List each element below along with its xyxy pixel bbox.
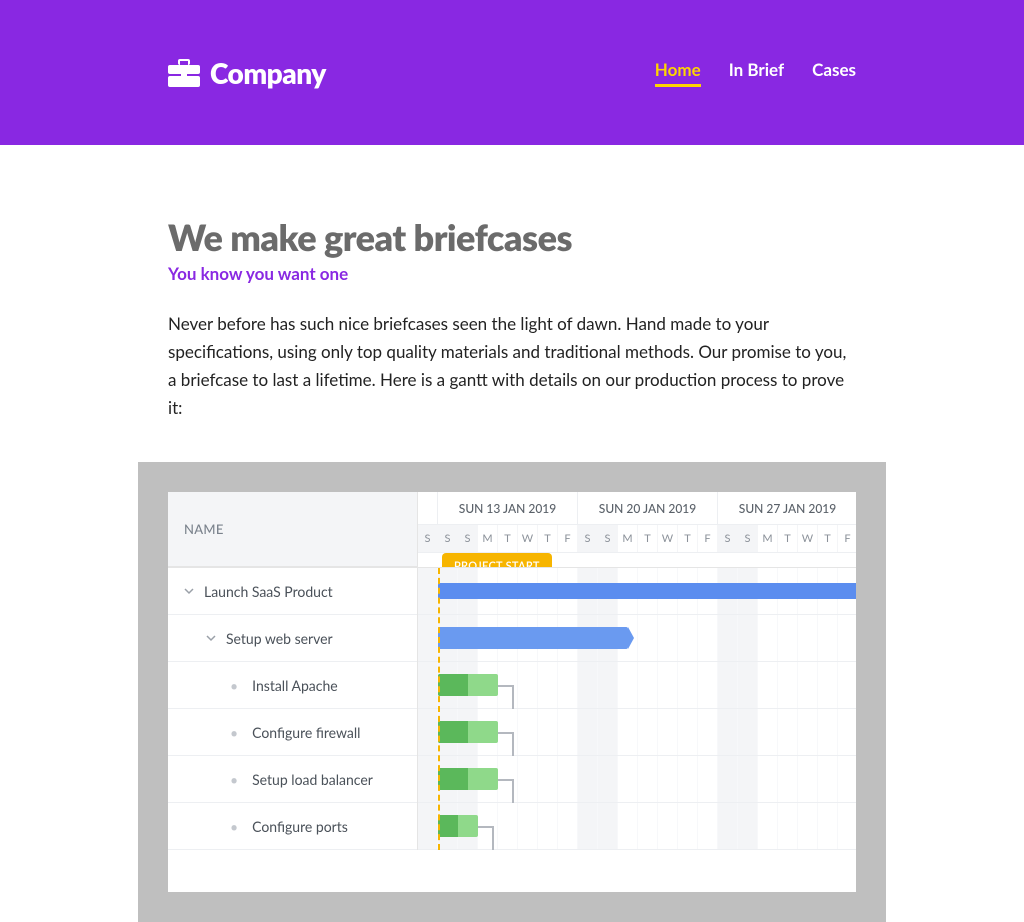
- bullet-icon: •: [230, 771, 238, 788]
- gantt-days-row: PROJECT START SSSMTWTFSSMTWTFSSMTWTFSS: [418, 524, 856, 552]
- nav-item-home[interactable]: Home: [655, 59, 701, 87]
- logo[interactable]: Company: [168, 56, 326, 90]
- chevron-down-icon[interactable]: [206, 631, 216, 646]
- gantt-name-header: NAME: [168, 492, 417, 567]
- gantt-bar[interactable]: [438, 674, 498, 696]
- gantt-chart[interactable]: NAME SUN 13 JAN 2019SUN 20 JAN 2019SUN 2…: [168, 492, 856, 892]
- dependency-line: [512, 685, 514, 709]
- gantt-bar[interactable]: [438, 815, 478, 837]
- project-start-badge: PROJECT START: [442, 553, 552, 567]
- gantt-day-cell: S: [578, 525, 598, 552]
- site-header: Company Home In Brief Cases: [0, 0, 1024, 145]
- nav-item-cases[interactable]: Cases: [812, 59, 856, 87]
- gantt-row-label: Configure ports: [252, 818, 348, 835]
- dependency-line: [512, 732, 514, 756]
- gantt-task-bars: [418, 568, 856, 850]
- dependency-line: [492, 826, 494, 850]
- hero-headline: We make great briefcases: [168, 215, 856, 259]
- gantt-day-cell: T: [678, 525, 698, 552]
- gantt-bar-row: [418, 615, 856, 662]
- gantt-row-label: Launch SaaS Product: [204, 583, 333, 600]
- gantt-bar-progress: [438, 768, 468, 790]
- gantt-week-label: SUN 13 JAN 2019: [438, 492, 578, 524]
- gantt-day-cell: S: [598, 525, 618, 552]
- gantt-bar-row: [418, 568, 856, 615]
- gantt-row[interactable]: Launch SaaS Product: [168, 568, 417, 615]
- dependency-line: [498, 779, 512, 781]
- hero-body: Never before has such nice briefcases se…: [168, 310, 856, 422]
- gantt-row[interactable]: • Install Apache: [168, 662, 417, 709]
- gantt-frame: NAME SUN 13 JAN 2019SUN 20 JAN 2019SUN 2…: [138, 462, 886, 922]
- today-line: [438, 568, 440, 850]
- gantt-bar-progress: [438, 674, 468, 696]
- briefcase-icon: [168, 59, 200, 87]
- gantt-day-cell: F: [558, 525, 578, 552]
- gantt-row-label: Setup web server: [226, 630, 333, 647]
- gantt-bar[interactable]: [438, 583, 856, 599]
- gantt-week-label: SUN 20 JAN 2019: [578, 492, 718, 524]
- gantt-bar[interactable]: [438, 721, 498, 743]
- gantt-row-label: Install Apache: [252, 677, 338, 694]
- dependency-line: [478, 826, 492, 828]
- gantt-task-names: Launch SaaS Product Setup web server • Inst…: [168, 568, 418, 850]
- gantt-weeks-row: SUN 13 JAN 2019SUN 20 JAN 2019SUN 27 JAN…: [418, 492, 856, 524]
- gantt-row[interactable]: Setup web server: [168, 615, 417, 662]
- gantt-day-cell: T: [778, 525, 798, 552]
- gantt-day-cell: W: [518, 525, 538, 552]
- main-nav: Home In Brief Cases: [655, 59, 856, 87]
- bullet-icon: •: [230, 818, 238, 835]
- nav-item-in-brief[interactable]: In Brief: [729, 59, 784, 87]
- gantt-day-cell: M: [618, 525, 638, 552]
- dependency-line: [512, 779, 514, 803]
- bullet-icon: •: [230, 724, 238, 741]
- gantt-day-cell: W: [798, 525, 818, 552]
- gantt-day-cell: S: [718, 525, 738, 552]
- gantt-bar-row: [418, 756, 856, 803]
- gantt-bar-row: [418, 803, 856, 850]
- gantt-row-label: Configure firewall: [252, 724, 360, 741]
- gantt-bar[interactable]: [438, 768, 498, 790]
- gantt-day-cell: F: [838, 525, 856, 552]
- gantt-row-label: Setup load balancer: [252, 771, 373, 788]
- gantt-bar-row: [418, 662, 856, 709]
- gantt-bar-progress: [438, 815, 458, 837]
- hero-subheadline: You know you want one: [168, 263, 856, 284]
- gantt-day-cell: S: [418, 525, 438, 552]
- gantt-day-cell: F: [698, 525, 718, 552]
- gantt-row[interactable]: • Configure firewall: [168, 709, 417, 756]
- gantt-day-cell: T: [638, 525, 658, 552]
- logo-text: Company: [210, 56, 326, 90]
- gantt-day-cell: W: [658, 525, 678, 552]
- main-content: We make great briefcases You know you wa…: [0, 145, 1024, 922]
- gantt-row[interactable]: • Setup load balancer: [168, 756, 417, 803]
- gantt-day-cell: S: [458, 525, 478, 552]
- chevron-down-icon[interactable]: [184, 584, 194, 599]
- dependency-line: [498, 732, 512, 734]
- bullet-icon: •: [230, 677, 238, 694]
- gantt-day-cell: S: [738, 525, 758, 552]
- gantt-day-cell: T: [538, 525, 558, 552]
- gantt-bar-progress: [438, 721, 468, 743]
- gantt-bar-row: [418, 709, 856, 756]
- gantt-week-label: SUN 27 JAN 2019: [718, 492, 856, 524]
- gantt-day-cell: S: [438, 525, 458, 552]
- gantt-day-cell: T: [818, 525, 838, 552]
- gantt-row[interactable]: • Configure ports: [168, 803, 417, 850]
- gantt-bar[interactable]: [438, 627, 628, 649]
- gantt-day-cell: T: [498, 525, 518, 552]
- gantt-day-cell: M: [478, 525, 498, 552]
- gantt-day-cell: M: [758, 525, 778, 552]
- dependency-line: [498, 685, 512, 687]
